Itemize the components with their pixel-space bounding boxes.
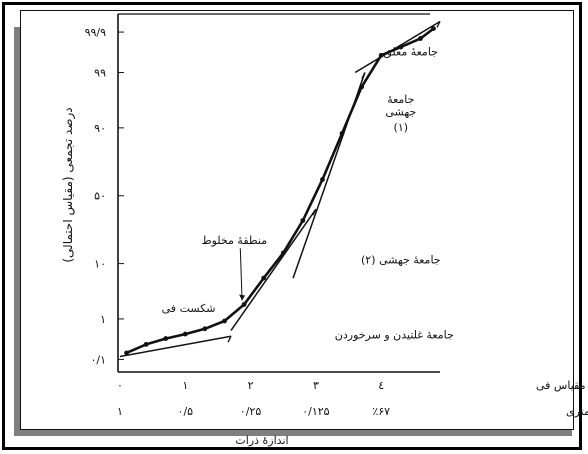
data-point (378, 52, 384, 58)
data-point (320, 177, 325, 182)
annotation-label: جامعهٔ (387, 93, 414, 106)
y-tick-label: ۱۰ (94, 258, 106, 271)
segment-hook (436, 21, 441, 28)
axes (117, 13, 440, 373)
population-segment (119, 335, 232, 358)
annotation-label: جامعهٔ غلتیدن و سرخوردن (335, 329, 454, 342)
inner-frame (20, 10, 574, 430)
x-axis-mm-scale-label: مقیاس میلی متری (566, 405, 588, 418)
annotations: جامعهٔ معلق جامعهٔجهشی (۱) جامعهٔ جهشی (۲) ج… (162, 45, 454, 341)
annotation-label: (۱) (394, 121, 409, 134)
data-point (241, 302, 247, 307)
x-tick-label-mm: ۱ (117, 405, 123, 418)
outer-frame (2, 2, 582, 450)
x-tick-label-phi: ۳ (313, 379, 319, 392)
y-tick-label: ۹۰ (94, 122, 106, 135)
data-point (359, 84, 365, 90)
frame-shadow-bottom (14, 430, 572, 436)
data-point (300, 218, 306, 223)
data-point (124, 350, 129, 356)
data-point (261, 275, 267, 281)
y-tick-label: ۹۹ (94, 67, 106, 80)
data-point (143, 341, 149, 347)
segment-hook (312, 208, 317, 216)
annotation-label: منطقهٔ مخلوط (201, 234, 267, 247)
x-axis-phi-scale-label: مقیاس فی (536, 379, 586, 392)
data-point (280, 250, 286, 256)
population-segment (354, 20, 441, 74)
data-point (182, 331, 188, 337)
y-axis-label: درصد تجمعی (مقیاس احتمالی) (61, 107, 76, 262)
y-tick-label: ۵۰ (94, 190, 106, 203)
x-tick-label-phi: ۲ (248, 379, 254, 392)
x-tick-label-phi: ۰ (117, 379, 123, 392)
x-tick-labels: ۰ ۱ ۲ ۳ ٤ ۱ ۰/۵ ۰/۲۵ ۰/۱۲۵ ٪۶۷ (117, 379, 390, 418)
x-axis-label: اندازهٔ ذرات (235, 434, 288, 447)
data-point (398, 44, 404, 50)
data-point (418, 36, 423, 41)
data-point (163, 336, 169, 341)
segment-hook (227, 335, 232, 343)
frame-shadow-left (14, 27, 20, 436)
data-point (222, 318, 227, 324)
x-tick-label-mm: ۰/۱۲۵ (302, 405, 329, 418)
x-tick-label-phi: ٤ (378, 379, 384, 392)
data-points (124, 26, 436, 356)
x-tick-label-mm: ٪۶۷ (372, 405, 390, 418)
annotation-label: شکست فی (162, 302, 216, 315)
mixed-zone-arrow (239, 248, 243, 301)
y-tick-labels: ۰/۱ ۱ ۱۰ ۵۰ ۹۰ ۹۹ ۹۹/۹ (85, 26, 124, 366)
x-tick-label-mm: ۰/۲۵ (240, 405, 262, 418)
data-point (431, 26, 436, 32)
mixed-zone-arrowhead (239, 294, 246, 301)
population-segment (292, 72, 366, 279)
data-point (339, 131, 345, 136)
y-tick-label: ۰/۱ (90, 353, 106, 366)
segment-hook (361, 72, 366, 79)
annotation-label: جهشی (385, 106, 416, 119)
annotation-label: جامعهٔ جهشی (۲) (361, 254, 441, 267)
annotation-label: جامعهٔ معلق (383, 45, 438, 59)
y-tick-label: ۱ (100, 313, 106, 326)
data-point (202, 326, 208, 332)
x-tick-label-phi: ۱ (182, 379, 188, 392)
x-tick-label-mm: ۰/۵ (178, 405, 194, 418)
population-segment (230, 208, 317, 331)
y-tick-label: ۹۹/۹ (85, 26, 107, 39)
